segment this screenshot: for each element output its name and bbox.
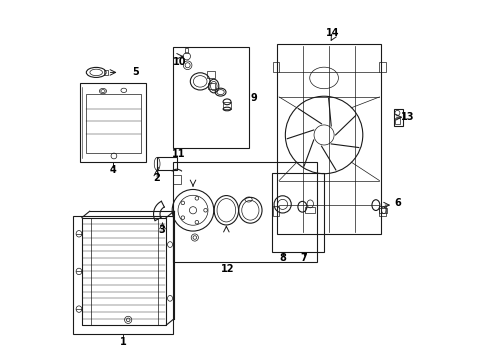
Bar — [80, 83, 147, 162]
Bar — [273, 206, 279, 216]
Bar — [272, 173, 324, 252]
Text: 7: 7 — [301, 253, 308, 263]
Text: 3: 3 — [158, 225, 165, 235]
Bar — [277, 44, 381, 234]
Bar — [273, 62, 279, 72]
Bar — [208, 83, 215, 89]
Bar — [158, 218, 166, 325]
Bar — [82, 218, 91, 325]
Bar — [394, 109, 403, 126]
Bar — [379, 208, 387, 213]
Bar — [173, 47, 248, 148]
Text: 4: 4 — [110, 165, 117, 175]
Text: 11: 11 — [172, 149, 186, 159]
Bar — [207, 71, 215, 78]
Bar — [379, 62, 386, 72]
Text: 14: 14 — [326, 28, 340, 38]
Text: 2: 2 — [153, 173, 160, 183]
Bar — [82, 218, 166, 325]
Bar — [73, 216, 173, 334]
Bar — [173, 175, 181, 184]
Bar — [379, 206, 386, 216]
Bar — [223, 102, 231, 109]
Text: 1: 1 — [120, 337, 126, 347]
Bar — [305, 207, 315, 213]
Text: 12: 12 — [221, 264, 235, 274]
Text: 9: 9 — [250, 93, 257, 103]
Text: 10: 10 — [173, 57, 187, 67]
Bar — [186, 48, 188, 53]
Bar — [104, 70, 108, 75]
Bar — [395, 118, 399, 124]
Text: 13: 13 — [401, 112, 415, 122]
Bar — [173, 162, 317, 262]
Bar — [157, 157, 177, 170]
Text: 6: 6 — [394, 198, 401, 208]
Bar — [87, 94, 141, 153]
Text: 8: 8 — [279, 253, 286, 263]
Text: 5: 5 — [132, 67, 139, 77]
